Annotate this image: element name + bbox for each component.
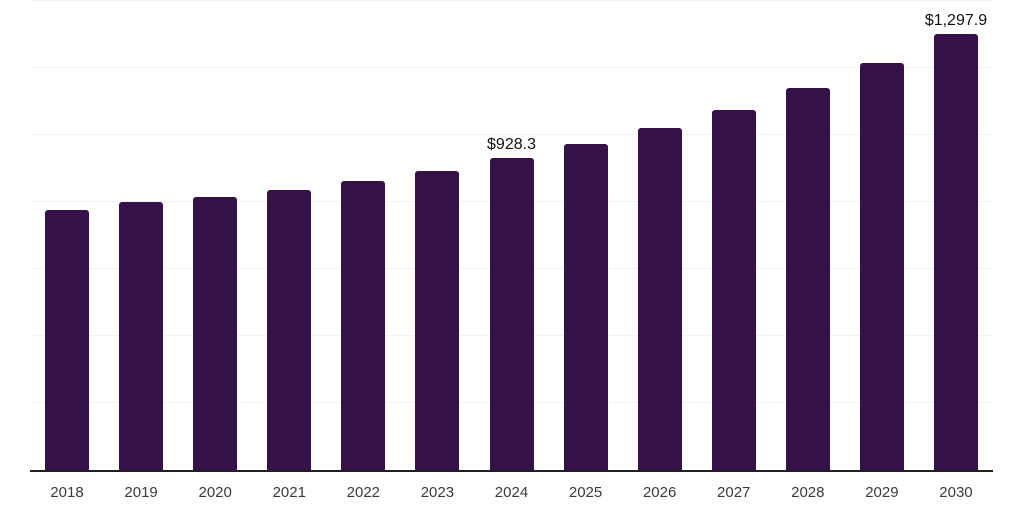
x-tick-2030: 2030 [939,484,973,501]
bar-2024 [489,158,534,470]
x-tick-2019: 2019 [124,484,158,501]
gridline-1400 [30,0,993,1]
x-tick-2020: 2020 [198,484,232,501]
x-tick-2023: 2023 [420,484,455,501]
bar-2030 [933,34,978,470]
gridline-1000 [30,133,993,135]
bar-2022 [341,180,386,470]
x-tick-2029: 2029 [865,484,899,501]
x-tick-2018: 2018 [50,484,84,501]
bar-2019 [119,202,164,470]
bar-label-2024: $928.3 [487,135,536,153]
x-tick-2026: 2026 [642,484,677,501]
bar-2028 [785,87,830,470]
bar-2025 [563,143,608,470]
x-tick-2021: 2021 [272,484,306,501]
bar-2029 [859,62,904,470]
x-axis: 2018 2019 2020 2021 2022 2023 2024 2025 2026 2027… [30,472,993,512]
x-tick-2025: 2025 [568,484,603,501]
x-tick-2024: 2024 [494,484,529,501]
x-tick-2022: 2022 [346,484,381,501]
x-tick-2028: 2028 [791,484,825,501]
bar-2020 [193,196,238,470]
bar-label-2030: $1,297.9 [924,11,988,29]
x-tick-2027: 2027 [717,484,751,501]
bar-2018 [45,209,90,470]
bar-2026 [637,127,682,470]
plot-area: $928.3 $1,297.9 [30,0,993,472]
bar-2021 [267,190,312,470]
gridline-1200 [30,66,993,68]
bar-2027 [711,109,756,470]
bar-2023 [415,170,460,470]
